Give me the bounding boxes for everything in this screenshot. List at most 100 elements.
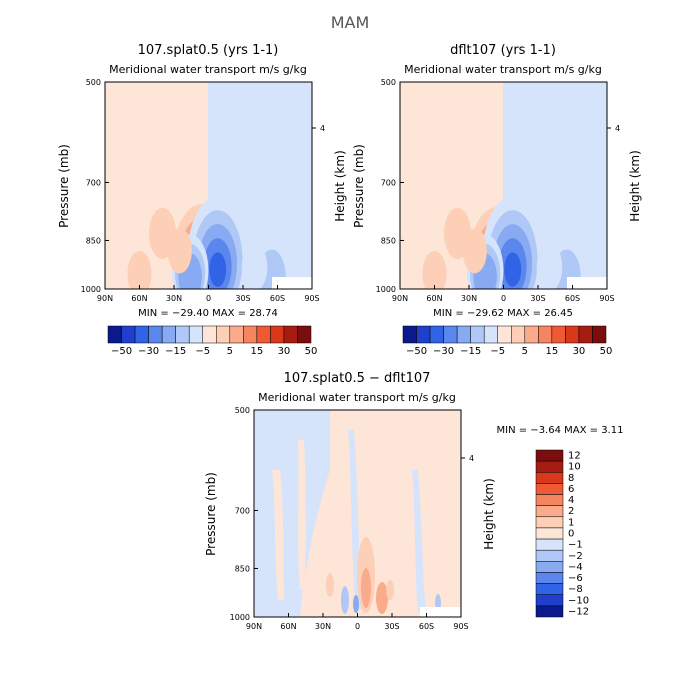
colorbar-label: 50 [305, 346, 318, 357]
contour-level [422, 251, 447, 289]
figure-title: MAM [331, 13, 370, 32]
colorbar-label: 5 [522, 346, 528, 357]
panel-2-x-ticks: 90N 60N 30N 0 30S 60S 90S [392, 285, 615, 303]
panel-1-colorbar: −50 −30 −15 −5 5 15 30 50 [107, 325, 318, 357]
colorbar-swatch [565, 325, 580, 344]
panel-3-warm-core-4 [386, 580, 394, 600]
y-tick-label: 700 [235, 506, 250, 515]
colorbar-swatch [188, 325, 203, 344]
colorbar-swatch [456, 325, 471, 344]
x-tick-label: 30S [384, 622, 399, 631]
colorbar-label: −6 [568, 573, 583, 584]
colorbar-label: 10 [568, 462, 581, 473]
colorbar-swatch [148, 325, 163, 344]
colorbar-swatch [470, 325, 485, 344]
contour-level [538, 193, 566, 245]
panel-2-y-ticks: 500 700 850 1000 [376, 78, 404, 294]
colorbar-swatch [535, 583, 564, 595]
colorbar-label: 2 [568, 506, 574, 517]
colorbar-swatch [535, 483, 564, 495]
colorbar-swatch [538, 325, 553, 344]
contour-level [209, 252, 227, 287]
x-tick-label: 60S [270, 294, 285, 303]
colorbar-label: −30 [433, 346, 454, 357]
y-tick-label: 850 [86, 236, 101, 245]
panel-1-title: 107.splat0.5 (yrs 1-1) [138, 43, 279, 58]
colorbar-label: 30 [573, 346, 586, 357]
panel-2: dflt107 (yrs 1-1) Meridional water trans… [352, 43, 642, 357]
colorbar-swatch [243, 325, 258, 344]
x-tick-label: 30S [530, 294, 545, 303]
colorbar-swatch [535, 516, 564, 529]
panel-2-colorbar: −50 −30 −15 −5 5 15 30 50 [402, 325, 613, 357]
colorbar-label: −50 [406, 346, 427, 357]
colorbar-swatch [592, 325, 607, 344]
colorbar-label: −15 [460, 346, 481, 357]
colorbar-swatch [402, 325, 417, 344]
colorbar-swatch [483, 325, 498, 344]
contour-level [127, 251, 152, 289]
panel-2-right-tick: 4 [615, 124, 620, 133]
panel-1-missing-patch [272, 277, 312, 289]
colorbar-label: −30 [138, 346, 159, 357]
x-tick-label: 90N [97, 294, 113, 303]
colorbar-swatch [256, 325, 271, 344]
contour-level [241, 243, 268, 289]
colorbar-swatch [175, 325, 190, 344]
y-tick-label: 850 [381, 236, 396, 245]
panel-3-minmax: MIN = −3.64 MAX = 3.11 [497, 425, 624, 436]
panel-3-warm-core-2 [361, 568, 371, 608]
colorbar-swatch [535, 460, 564, 473]
colorbar-swatch [107, 325, 122, 344]
panel-2-minmax: MIN = −29.62 MAX = 26.45 [433, 308, 573, 319]
y-tick-label: 1000 [230, 613, 250, 622]
colorbar-label: −12 [568, 606, 589, 617]
contour-level [462, 228, 487, 274]
panel-1-x-ticks: 90N 60N 30N 0 30S 60S 90S [97, 285, 320, 303]
colorbar-swatch [535, 572, 564, 584]
colorbar-label: 0 [568, 529, 574, 540]
panel-2-title: dflt107 (yrs 1-1) [450, 43, 556, 58]
contour-level [167, 228, 192, 274]
panel-1-ylabel: Pressure (mb) [57, 144, 71, 228]
panel-1-plot-area [105, 82, 312, 289]
x-tick-label: 90S [599, 294, 614, 303]
y-tick-label: 1000 [376, 285, 396, 294]
x-tick-label: 0 [501, 294, 506, 303]
colorbar-swatch [535, 561, 564, 573]
panel-3-negative-strip-2 [412, 470, 426, 612]
y-tick-label: 850 [235, 564, 250, 573]
y-tick-label: 500 [235, 406, 250, 415]
panel-3-positive-region-3 [298, 440, 306, 590]
colorbar-swatch [283, 325, 298, 344]
colorbar-swatch [535, 494, 564, 506]
colorbar-swatch [535, 605, 564, 618]
colorbar-swatch [578, 325, 593, 344]
panel-1-minmax: MIN = −29.40 MAX = 28.74 [138, 308, 278, 319]
panel-1: 107.splat0.5 (yrs 1-1) Meridional water … [57, 43, 347, 357]
colorbar-label: −4 [568, 562, 583, 573]
x-tick-label: 60N [280, 622, 296, 631]
panel-1-contours [127, 193, 289, 289]
y-tick-label: 700 [381, 178, 396, 187]
colorbar-label: −2 [568, 551, 583, 562]
y-tick-label: 500 [381, 78, 396, 87]
panel-3-plot-area [254, 410, 461, 617]
colorbar-label: 8 [568, 473, 574, 484]
x-tick-label: 30N [461, 294, 477, 303]
panel-3-ylabel: Pressure (mb) [204, 472, 218, 556]
colorbar-swatch [535, 472, 564, 484]
colorbar-label: 50 [600, 346, 613, 357]
x-tick-label: 0 [355, 622, 360, 631]
x-tick-label: 60S [565, 294, 580, 303]
colorbar-swatch [121, 325, 136, 344]
colorbar-label: −15 [165, 346, 186, 357]
panel-3-right-tick: 4 [469, 454, 474, 463]
panel-3-y-ticks: 500 700 850 1000 [230, 406, 258, 622]
panel-2-missing-patch [567, 277, 607, 289]
x-tick-label: 90N [392, 294, 408, 303]
colorbar-label: −8 [568, 584, 583, 595]
colorbar-swatch [416, 325, 431, 344]
